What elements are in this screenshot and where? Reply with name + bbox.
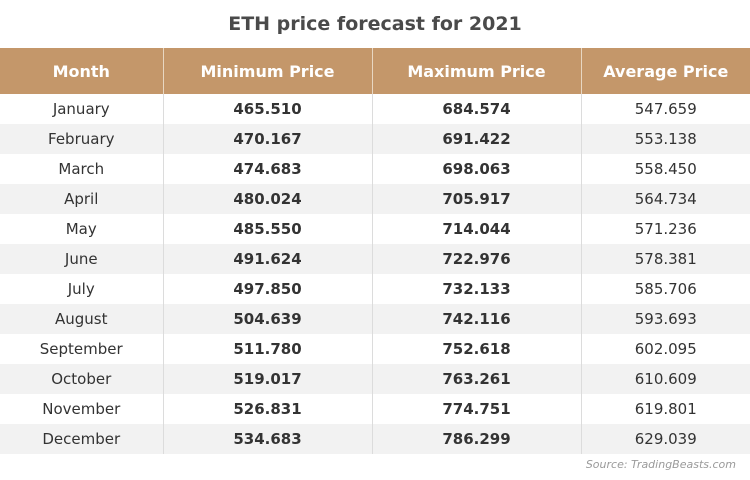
average-price-cell: 585.706 [581,274,750,304]
source-note: Source: TradingBeasts.com [585,458,736,471]
minimum-price-cell: 511.780 [163,334,373,364]
month-cell: November [0,394,164,424]
table-row: March 474.683 698.063 558.450 [0,154,750,184]
average-price-cell: 564.734 [581,184,750,214]
table-row: June 491.624 722.976 578.381 [0,244,750,274]
month-cell: September [0,334,164,364]
average-price-cell: 602.095 [581,334,750,364]
table-row: September 511.780 752.618 602.095 [0,334,750,364]
average-price-cell: 558.450 [581,154,750,184]
month-cell: June [0,244,164,274]
minimum-price-cell: 504.639 [163,304,373,334]
average-price-cell: 629.039 [581,424,750,454]
month-cell: October [0,364,164,394]
minimum-price-cell: 480.024 [163,184,373,214]
minimum-price-cell: 497.850 [163,274,373,304]
maximum-price-cell: 698.063 [372,154,582,184]
maximum-price-cell: 691.422 [372,124,582,154]
minimum-price-cell: 470.167 [163,124,373,154]
minimum-price-cell: 465.510 [163,94,373,124]
header-month: Month [0,48,164,94]
table-row: April 480.024 705.917 564.734 [0,184,750,214]
month-cell: April [0,184,164,214]
month-cell: August [0,304,164,334]
minimum-price-cell: 485.550 [163,214,373,244]
minimum-price-cell: 534.683 [163,424,373,454]
average-price-cell: 593.693 [581,304,750,334]
month-cell: February [0,124,164,154]
header-row: Month Minimum Price Maximum Price Averag… [0,48,750,94]
maximum-price-cell: 705.917 [372,184,582,214]
average-price-cell: 610.609 [581,364,750,394]
month-cell: March [0,154,164,184]
table-row: January 465.510 684.574 547.659 [0,94,750,124]
table-row: November 526.831 774.751 619.801 [0,394,750,424]
month-cell: January [0,94,164,124]
maximum-price-cell: 763.261 [372,364,582,394]
table-row: July 497.850 732.133 585.706 [0,274,750,304]
header-average-price: Average Price [581,48,750,94]
header-minimum-price: Minimum Price [163,48,373,94]
table-row: December 534.683 786.299 629.039 [0,424,750,454]
maximum-price-cell: 684.574 [372,94,582,124]
month-cell: December [0,424,164,454]
maximum-price-cell: 752.618 [372,334,582,364]
table-row: May 485.550 714.044 571.236 [0,214,750,244]
month-cell: May [0,214,164,244]
minimum-price-cell: 519.017 [163,364,373,394]
table-row: October 519.017 763.261 610.609 [0,364,750,394]
average-price-cell: 619.801 [581,394,750,424]
forecast-table: Month Minimum Price Maximum Price Averag… [0,48,750,454]
average-price-cell: 553.138 [581,124,750,154]
table-row: August 504.639 742.116 593.693 [0,304,750,334]
average-price-cell: 571.236 [581,214,750,244]
table-body: January 465.510 684.574 547.659 February 470.… [0,94,750,454]
header-maximum-price: Maximum Price [372,48,582,94]
table-row: February 470.167 691.422 553.138 [0,124,750,154]
month-cell: July [0,274,164,304]
minimum-price-cell: 491.624 [163,244,373,274]
maximum-price-cell: 774.751 [372,394,582,424]
average-price-cell: 578.381 [581,244,750,274]
minimum-price-cell: 526.831 [163,394,373,424]
maximum-price-cell: 714.044 [372,214,582,244]
chart-title: ETH price forecast for 2021 [228,13,522,35]
minimum-price-cell: 474.683 [163,154,373,184]
average-price-cell: 547.659 [581,94,750,124]
maximum-price-cell: 722.976 [372,244,582,274]
maximum-price-cell: 742.116 [372,304,582,334]
maximum-price-cell: 732.133 [372,274,582,304]
maximum-price-cell: 786.299 [372,424,582,454]
